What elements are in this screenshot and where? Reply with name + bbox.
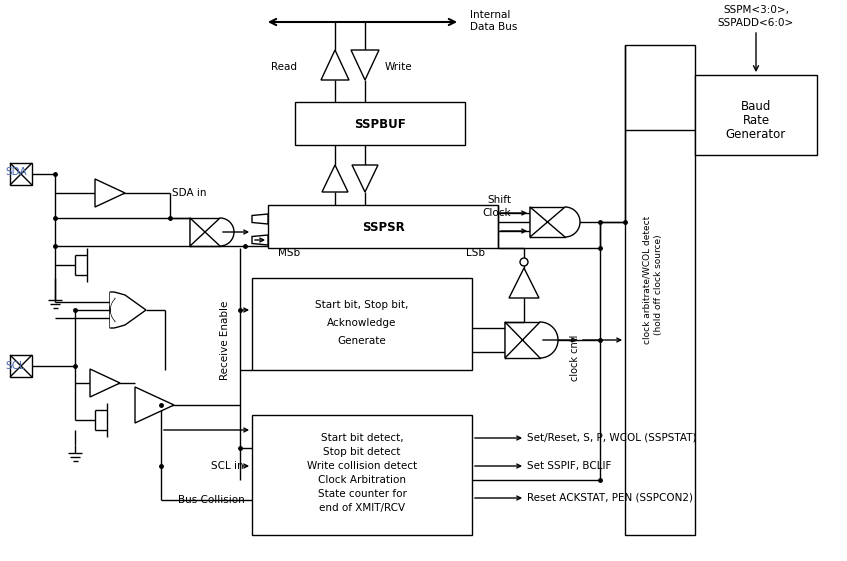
Polygon shape <box>505 322 558 358</box>
Bar <box>295 102 465 145</box>
Polygon shape <box>351 50 379 80</box>
Text: Read: Read <box>271 62 297 72</box>
Text: SSPM<3:0>,: SSPM<3:0>, <box>723 5 789 15</box>
Bar <box>695 75 817 155</box>
Text: SCL in: SCL in <box>212 461 244 471</box>
Text: SCL: SCL <box>5 361 25 371</box>
Text: SSPSR: SSPSR <box>362 220 404 233</box>
Polygon shape <box>110 292 146 328</box>
Text: SDA in: SDA in <box>172 188 207 198</box>
Polygon shape <box>95 179 125 207</box>
Polygon shape <box>252 214 268 224</box>
Text: SDA: SDA <box>5 167 26 177</box>
Text: Stop bit detect: Stop bit detect <box>324 447 401 457</box>
Polygon shape <box>530 207 580 237</box>
Text: Reset ACKSTAT, PEN (SSPCON2): Reset ACKSTAT, PEN (SSPCON2) <box>527 493 693 503</box>
Text: LSb: LSb <box>466 248 485 258</box>
Bar <box>10 163 32 185</box>
Text: Clock Arbitration: Clock Arbitration <box>318 475 406 485</box>
Text: end of XMIT/RCV: end of XMIT/RCV <box>319 503 405 513</box>
Text: SSPBUF: SSPBUF <box>354 117 406 131</box>
Polygon shape <box>110 292 114 328</box>
Polygon shape <box>252 235 268 245</box>
Text: Set/Reset, S, P, WCOL (SSPSTAT): Set/Reset, S, P, WCOL (SSPSTAT) <box>527 433 696 443</box>
Text: Shift: Shift <box>487 195 511 205</box>
Text: Generator: Generator <box>726 127 786 140</box>
Polygon shape <box>321 50 349 80</box>
Text: State counter for: State counter for <box>318 489 407 499</box>
Text: Baud: Baud <box>741 99 771 113</box>
Text: Receive Enable: Receive Enable <box>220 300 230 380</box>
Text: MSb: MSb <box>278 248 300 258</box>
Text: (hold off clock source): (hold off clock source) <box>654 234 662 335</box>
Text: Bus Collision: Bus Collision <box>178 495 245 505</box>
Text: clock arbitrate/WCOL detect: clock arbitrate/WCOL detect <box>643 216 651 344</box>
Bar <box>252 415 472 535</box>
Text: Acknowledge: Acknowledge <box>327 318 396 328</box>
Bar <box>10 355 32 377</box>
Text: Write collision detect: Write collision detect <box>307 461 417 471</box>
Polygon shape <box>90 369 120 397</box>
Polygon shape <box>509 268 539 298</box>
Polygon shape <box>322 165 348 192</box>
Text: Internal: Internal <box>470 10 511 20</box>
Text: Generate: Generate <box>338 336 386 346</box>
Bar <box>268 205 498 248</box>
Polygon shape <box>352 165 378 192</box>
Circle shape <box>520 258 528 266</box>
Text: Data Bus: Data Bus <box>470 22 518 32</box>
Bar <box>252 278 472 370</box>
Text: Set SSPIF, BCLIF: Set SSPIF, BCLIF <box>527 461 612 471</box>
Text: Clock: Clock <box>483 208 511 218</box>
Text: clock cntl: clock cntl <box>570 335 580 381</box>
Text: Write: Write <box>385 62 412 72</box>
Polygon shape <box>190 218 234 246</box>
Polygon shape <box>135 387 174 423</box>
Text: Rate: Rate <box>743 113 770 126</box>
Text: SSPADD<6:0>: SSPADD<6:0> <box>718 18 794 28</box>
Bar <box>625 45 695 535</box>
Text: Start bit detect,: Start bit detect, <box>321 433 403 443</box>
Text: Start bit, Stop bit,: Start bit, Stop bit, <box>315 300 409 310</box>
